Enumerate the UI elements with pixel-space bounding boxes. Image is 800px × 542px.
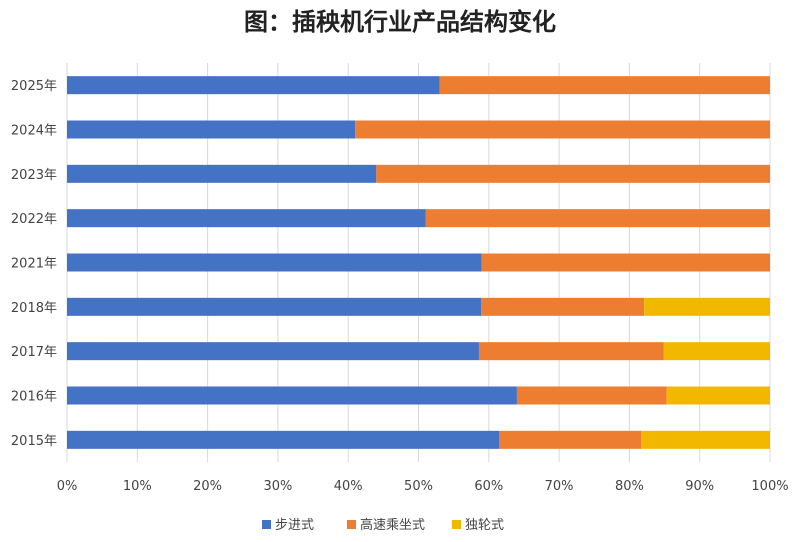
chart-title: 图：插秧机行业产品结构变化: [244, 7, 556, 36]
bar-2017年-高速乘坐式: [478, 342, 664, 361]
y-tick-label: 2024年: [11, 124, 57, 139]
x-tick-label: 90%: [685, 479, 714, 494]
bar-2015年-高速乘坐式: [499, 430, 642, 449]
bar-2017年-独轮式: [663, 342, 770, 361]
legend-label: 步进式: [275, 518, 314, 533]
x-tick-label: 20%: [193, 479, 222, 494]
x-tick-label: 30%: [263, 479, 292, 494]
x-tick-label: 70%: [545, 479, 574, 494]
bar-2018年-步进式: [67, 297, 482, 316]
bar-2018年-独轮式: [644, 297, 770, 316]
y-tick-label: 2018年: [11, 301, 57, 316]
x-tick-label: 10%: [123, 479, 152, 494]
bar-2015年-独轮式: [641, 430, 770, 449]
bar-2023年-步进式: [67, 164, 377, 183]
x-tick-label: 100%: [751, 479, 788, 494]
bar-2016年-独轮式: [666, 386, 770, 405]
bar-2024年-高速乘坐式: [355, 120, 770, 139]
x-tick-label: 50%: [404, 479, 433, 494]
y-tick-label: 2022年: [11, 212, 57, 227]
bar-2025年-步进式: [67, 76, 440, 95]
bar-2021年-高速乘坐式: [481, 253, 770, 272]
x-tick-label: 80%: [615, 479, 644, 494]
bar-2022年-步进式: [67, 209, 426, 228]
bar-2018年-高速乘坐式: [481, 297, 645, 316]
legend-swatch: [452, 520, 461, 529]
bar-2022年-高速乘坐式: [425, 209, 770, 228]
y-tick-label: 2023年: [11, 168, 57, 183]
bar-2016年-步进式: [67, 386, 517, 405]
x-tick-label: 40%: [334, 479, 363, 494]
x-tick-label: 60%: [474, 479, 503, 494]
bar-2021年-步进式: [67, 253, 482, 272]
x-tick-label: 0%: [57, 479, 78, 494]
bar-2023年-高速乘坐式: [376, 164, 770, 183]
legend-label: 高速乘坐式: [360, 517, 425, 533]
y-tick-label: 2021年: [11, 257, 57, 272]
bar-2024年-步进式: [67, 120, 356, 139]
legend-label: 独轮式: [465, 518, 504, 533]
bar-2017年-步进式: [67, 342, 479, 361]
y-tick-label: 2015年: [11, 434, 57, 449]
bar-2015年-步进式: [67, 430, 500, 449]
bar-2025年-高速乘坐式: [439, 76, 770, 95]
y-tick-label: 2025年: [11, 79, 57, 94]
y-tick-label: 2017年: [11, 345, 57, 360]
y-tick-label: 2016年: [11, 390, 57, 405]
legend-swatch: [262, 520, 271, 529]
bar-2016年-高速乘坐式: [516, 386, 667, 405]
legend-swatch: [347, 520, 356, 529]
